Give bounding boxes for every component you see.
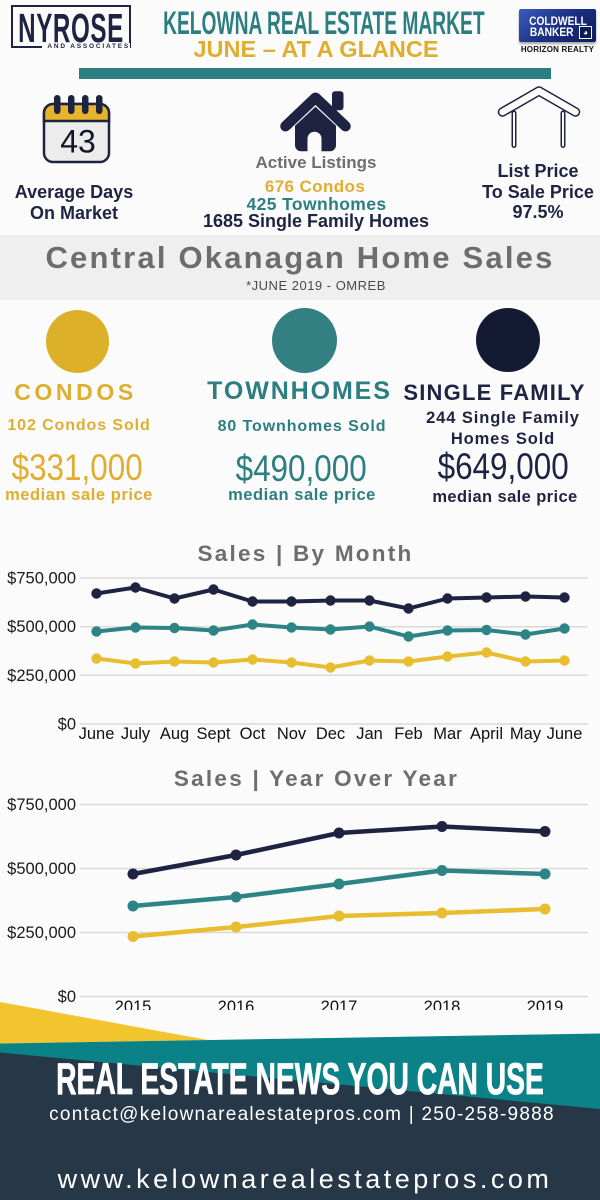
svg-text:June: June bbox=[79, 725, 115, 743]
svg-text:June: June bbox=[547, 725, 583, 743]
svg-text:Nov: Nov bbox=[277, 725, 307, 743]
svg-text:$750,000: $750,000 bbox=[7, 570, 76, 588]
svg-text:$500,000: $500,000 bbox=[7, 860, 76, 878]
svg-text:$0: $0 bbox=[58, 716, 76, 734]
svg-text:July: July bbox=[121, 725, 151, 743]
svg-text:2018: 2018 bbox=[424, 998, 461, 1010]
svg-text:Aug: Aug bbox=[160, 725, 189, 743]
svg-text:$500,000: $500,000 bbox=[7, 618, 76, 636]
svg-text:April: April bbox=[470, 725, 503, 743]
svg-text:May: May bbox=[510, 725, 542, 743]
svg-text:Dec: Dec bbox=[316, 725, 345, 743]
svg-text:$250,000: $250,000 bbox=[7, 924, 76, 942]
svg-text:2019: 2019 bbox=[527, 998, 564, 1010]
svg-text:2016: 2016 bbox=[218, 998, 255, 1010]
svg-text:2017: 2017 bbox=[321, 998, 358, 1010]
svg-text:$250,000: $250,000 bbox=[7, 667, 76, 685]
svg-text:$750,000: $750,000 bbox=[7, 796, 76, 814]
svg-text:Jan: Jan bbox=[356, 725, 383, 743]
svg-text:Oct: Oct bbox=[240, 725, 266, 743]
svg-text:2015: 2015 bbox=[115, 998, 152, 1010]
svg-text:Feb: Feb bbox=[394, 725, 422, 743]
svg-text:43: 43 bbox=[60, 124, 96, 160]
svg-text:Sept: Sept bbox=[197, 725, 231, 743]
svg-text:$0: $0 bbox=[58, 988, 76, 1006]
svg-text:Mar: Mar bbox=[433, 725, 462, 743]
